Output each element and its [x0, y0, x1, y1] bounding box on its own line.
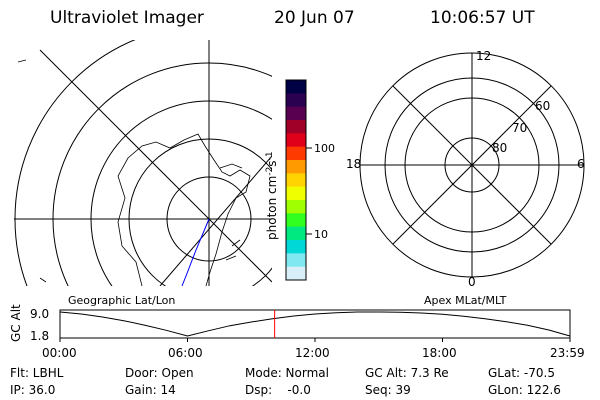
coastline: [219, 163, 243, 169]
apex-caption: Apex MLat/MLT: [424, 294, 507, 307]
meridian-line: [39, 49, 272, 283]
xtick-label: 00:00: [42, 346, 77, 360]
colorbar-segment: [286, 226, 306, 241]
coastline: [225, 255, 237, 261]
footer-ip: IP: 36.0: [10, 383, 56, 397]
footer-dsp: Dsp: -0.0: [245, 383, 311, 397]
meridian-line: [159, 155, 272, 286]
colorbar-segment: [286, 146, 306, 161]
footer-mode: Mode: Normal: [245, 366, 329, 380]
footer-seq: Seq: 39: [365, 383, 411, 397]
footer-gc-alt: GC Alt: 7.3 Re: [365, 366, 449, 380]
xtick-label: 18:00: [422, 346, 457, 360]
colorbar-segment: [286, 106, 306, 121]
orbit-track: [181, 218, 210, 286]
colorbar-segment: [286, 80, 306, 94]
ytick-label: 1.8: [30, 329, 49, 343]
colorbar-segment: [286, 253, 306, 268]
altitude-series-line: [59, 311, 571, 337]
footer-glon: GLon: 122.6: [488, 383, 561, 397]
mlt-label-18: 18: [346, 157, 361, 171]
coastline: [39, 277, 47, 283]
svg-text:photon cm-2s-1: photon cm-2s-1: [265, 151, 279, 240]
footer-filter: Flt: LBHL: [10, 366, 64, 380]
colorbar-segment: [286, 173, 306, 188]
altitude-axis-label: GC Alt: [9, 304, 23, 342]
coastline: [17, 59, 27, 63]
mlat-label-60: 60: [535, 99, 550, 113]
colorbar-segment: [286, 200, 306, 214]
colorbar-segment: [286, 240, 306, 254]
xtick-label: 23:59: [550, 346, 585, 360]
colorbar-segment: [286, 120, 306, 134]
polar-plot: [359, 52, 585, 278]
footer-gain: Gain: 14: [125, 383, 176, 397]
ytick-label: 9.0: [30, 307, 49, 321]
date-label: 20 Jun 07: [274, 8, 355, 28]
time-label: 10:06:57 UT: [430, 8, 535, 28]
colorbar-label: photon cm-2s-1: [265, 151, 279, 240]
mlt-label-0: 0: [468, 275, 476, 289]
colorbar-segment: [286, 213, 306, 228]
coastline: [117, 133, 251, 286]
xtick-label: 06:00: [168, 346, 203, 360]
mlat-label-80: 80: [492, 141, 507, 155]
colorbar-segment: [286, 186, 306, 201]
xtick-label: 12:00: [295, 346, 330, 360]
footer-glat: GLat: -70.5: [488, 366, 555, 380]
colorbar-segment: [286, 160, 306, 174]
colorbar-tick-10: 10: [314, 228, 328, 241]
mlt-line: [392, 85, 552, 245]
mlt-label-6: 6: [577, 157, 585, 171]
colorbar-tick-100: 100: [314, 142, 335, 155]
x-axis-ticks: [59, 338, 571, 342]
mlat-label-70: 70: [512, 121, 527, 135]
colorbar-segment: [286, 266, 306, 281]
colorbar-segment: [286, 133, 306, 148]
colorbar-segment: [286, 93, 306, 108]
colorbar: [286, 80, 306, 281]
geographic-caption: Geographic Lat/Lon: [68, 294, 175, 307]
mlt-label-12: 12: [476, 49, 491, 63]
colorbar-frame: [285, 79, 307, 281]
coastline: [231, 239, 241, 247]
instrument-title: Ultraviolet Imager: [50, 8, 204, 28]
footer-door: Door: Open: [125, 366, 194, 380]
svg-text:GC Alt: GC Alt: [9, 304, 23, 342]
